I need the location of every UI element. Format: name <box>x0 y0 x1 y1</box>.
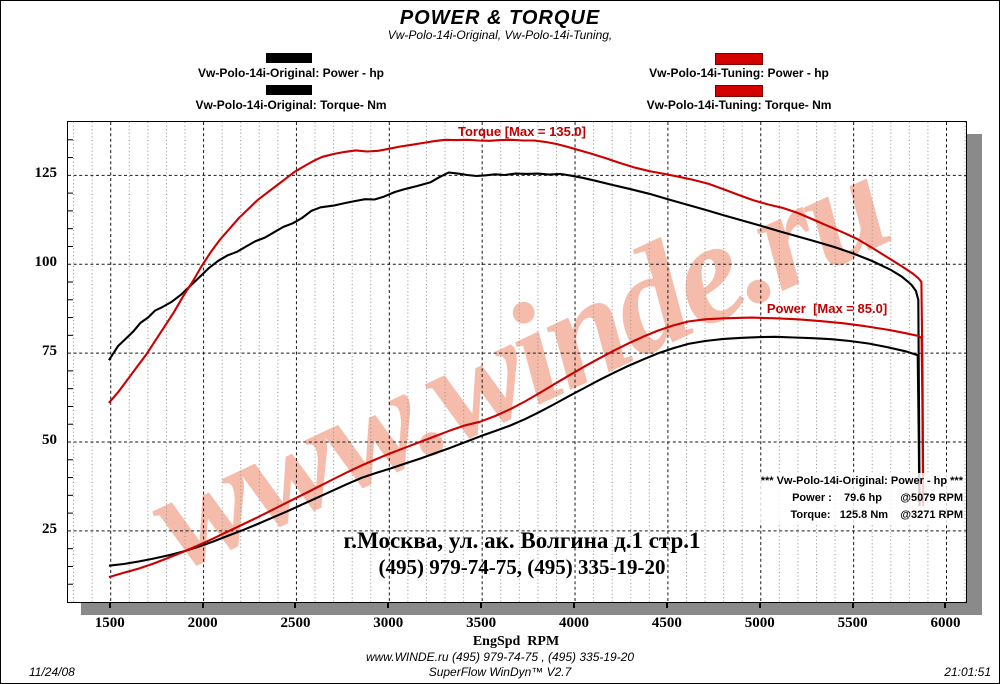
tuning-torque-swatch <box>715 85 763 97</box>
x-tick-label: 4500 <box>651 615 682 631</box>
x-tick-mark <box>665 602 668 608</box>
original-torque-swatch <box>266 85 312 95</box>
x-tick-label: 2500 <box>280 615 311 631</box>
legend-tuning-torque: Vw-Polo-14i-Tuning: Torque- Nm <box>646 98 832 112</box>
legend-original-torque: Vw-Polo-14i-Original: Torque- Nm <box>195 98 387 112</box>
x-tick-label: 6000 <box>930 615 961 631</box>
x-tick-mark <box>573 602 576 608</box>
page-subtitle: Vw-Polo-14i-Original, Vw-Polo-14i-Tuning… <box>387 28 613 42</box>
x-tick-label: 4000 <box>559 615 590 631</box>
address-line2: (495) 979-74-75, (495) 335-19-20 <box>378 555 666 579</box>
result-info-box: *** Vw-Polo-14i-Original: Power - hp ***… <box>749 473 963 524</box>
x-tick-label: 1500 <box>94 615 125 631</box>
plot-shadow-right <box>967 134 982 602</box>
footer-website-phone: www.WINDE.ru (495) 979-74-75 , (495) 335… <box>365 650 635 664</box>
y-tick-label: 75 <box>42 343 57 360</box>
curve-vw-polo-14i-tuning-power-hp <box>108 316 925 579</box>
plot-frame: www.winde.ru Torque [Max = 135.0] Power … <box>67 121 967 603</box>
plot-shadow-bottom <box>81 602 982 615</box>
footer-date: 11/24/08 <box>29 665 75 679</box>
page-title: POWER & TORQUE <box>399 7 601 29</box>
tuning-power-swatch <box>715 53 763 65</box>
y-tick-label: 50 <box>42 432 57 448</box>
y-tick-label: 25 <box>42 520 57 537</box>
y-tick-label: 100 <box>34 254 58 271</box>
torque-max-annotation: Torque [Max = 135.0] <box>458 124 586 139</box>
x-tick-mark <box>480 602 483 608</box>
x-tick-mark <box>851 602 854 608</box>
x-tick-label: 3000 <box>373 615 404 631</box>
info-box-torque: Torque: 125.8 Nm @3271 RPM <box>749 507 963 524</box>
info-box-power: Power : 79.6 hp @5079 RPM <box>749 490 963 507</box>
x-tick-label: 5500 <box>837 615 868 631</box>
address-line1: г.Москва, ул. ак. Волгина д.1 стр.1 <box>343 528 701 553</box>
legend-original-power: Vw-Polo-14i-Original: Power - hp <box>197 66 385 80</box>
footer-time: 21:01:51 <box>944 665 991 679</box>
x-tick-label: 5000 <box>744 615 775 631</box>
footer-software-version: SuperFlow WinDyn™ V2.7 <box>428 665 572 679</box>
x-tick-mark <box>201 602 204 608</box>
x-tick-mark <box>387 602 390 608</box>
curve-vw-polo-14i-tuning-torque-nm <box>108 138 925 507</box>
info-box-header: *** Vw-Polo-14i-Original: Power - hp *** <box>749 473 963 490</box>
x-tick-label: 3500 <box>466 615 497 631</box>
curve-vw-polo-14i-original-torque-nm <box>108 171 921 507</box>
x-tick-mark <box>758 602 761 608</box>
legend-tuning-power: Vw-Polo-14i-Tuning: Power - hp <box>649 66 829 80</box>
x-tick-mark <box>108 602 111 608</box>
y-tick-label: 125 <box>34 165 58 182</box>
x-tick-mark <box>294 602 297 608</box>
original-power-swatch <box>266 53 312 63</box>
curve-vw-polo-14i-original-power-hp <box>108 335 921 567</box>
x-axis-label: EngSpd RPM <box>472 634 560 649</box>
power-max-annotation: Power [Max = 85.0] <box>766 301 888 316</box>
x-tick-mark <box>944 602 947 608</box>
x-tick-label: 2000 <box>187 615 218 631</box>
